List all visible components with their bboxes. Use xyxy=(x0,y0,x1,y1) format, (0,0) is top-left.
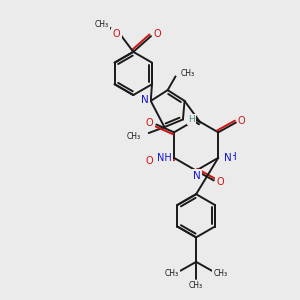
Text: O: O xyxy=(153,29,161,39)
Text: N: N xyxy=(193,170,201,181)
Text: CH₃: CH₃ xyxy=(164,269,179,278)
Text: CH₃: CH₃ xyxy=(127,133,141,142)
Text: CH₃: CH₃ xyxy=(214,269,228,278)
Text: CH₃: CH₃ xyxy=(95,20,109,29)
Text: CH₃: CH₃ xyxy=(180,69,195,78)
Text: O: O xyxy=(238,116,246,126)
Text: NH: NH xyxy=(222,152,236,162)
Text: H: H xyxy=(188,115,195,124)
Text: O: O xyxy=(217,177,224,188)
Text: O: O xyxy=(146,156,153,166)
Text: O: O xyxy=(113,29,120,39)
Text: O: O xyxy=(146,118,153,128)
Text: N: N xyxy=(224,153,232,163)
Text: NH: NH xyxy=(157,153,172,163)
Text: N: N xyxy=(141,95,149,105)
Text: CH₃: CH₃ xyxy=(189,281,203,290)
